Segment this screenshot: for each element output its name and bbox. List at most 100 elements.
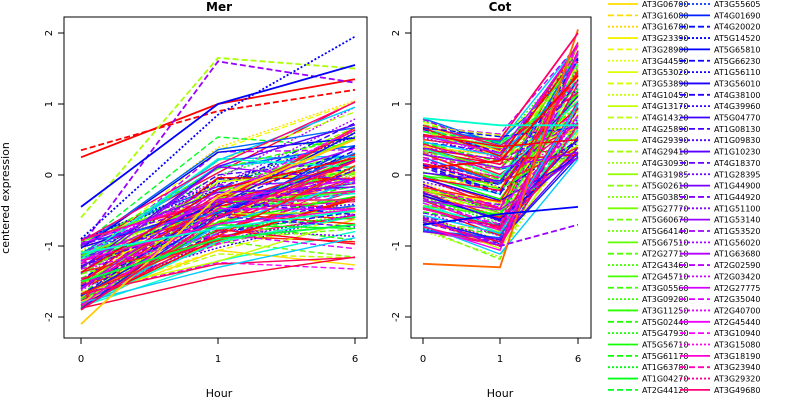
legend-label: AT3G29320	[714, 375, 760, 384]
gene-line	[80, 209, 356, 254]
x-tick-label: 1	[497, 354, 503, 365]
legend-label: AT3G23390	[642, 34, 688, 43]
gene-line	[80, 237, 356, 304]
legend-label: AT1G10230	[714, 148, 760, 157]
legend-label: AT1G63780	[642, 363, 688, 372]
y-tick-label: 0	[391, 172, 402, 178]
legend-label: AT3G49680	[714, 386, 760, 395]
legend-label: AT2G03420	[714, 272, 760, 281]
y-axis-mer: -2 -1 0 1 2	[44, 30, 65, 322]
panel-title-mer: Mer	[206, 0, 232, 14]
cot-lines	[422, 29, 579, 269]
gene-line	[422, 216, 579, 247]
gene-line	[80, 223, 356, 283]
x-axis-mer: 0 1 6	[78, 337, 358, 365]
legend-label: AT5G27770	[642, 204, 688, 213]
gene-line	[80, 101, 356, 242]
gene-line	[80, 200, 356, 247]
gene-line	[80, 178, 356, 262]
y-tick-label: 1	[391, 101, 402, 107]
legend-label: AT2G40700	[714, 306, 760, 315]
gene-line	[80, 60, 356, 247]
legend-label: AT2G02590	[714, 261, 760, 270]
gene-line	[80, 165, 356, 296]
legend-label: AT1G53520	[714, 227, 760, 236]
legend-label: AT2G44120	[642, 386, 688, 395]
legend-label: AT1G44920	[714, 193, 760, 202]
legend-label: AT1G08130	[714, 125, 760, 134]
y-tick-label: 2	[44, 30, 55, 36]
gene-line	[80, 122, 356, 275]
gene-line	[422, 43, 579, 166]
legend-label: AT1G28395	[714, 170, 760, 179]
legend-label: AT1G09830	[714, 136, 760, 145]
gene-line	[422, 72, 579, 192]
panel-title-cot: Cot	[489, 0, 512, 14]
x-axis-label-mer: Hour	[206, 387, 233, 400]
gene-line	[80, 228, 356, 275]
gene-line	[422, 104, 579, 237]
legend-label: AT5G04770	[714, 114, 760, 123]
y-axis-cot: -2 -1 0 1 2	[391, 30, 412, 322]
y-tick-label: 2	[391, 30, 402, 36]
legend-label: AT3G18190	[714, 352, 760, 361]
gene-line	[80, 118, 356, 256]
gene-line	[80, 147, 356, 289]
gene-line	[422, 93, 579, 181]
panel-cot: Cot 0 1 6 -2 -1 0 1 2 Hour	[391, 0, 592, 400]
legend-label: AT4G30930	[642, 159, 688, 168]
legend-label: AT3G09200	[642, 295, 688, 304]
gene-line	[80, 233, 356, 270]
gene-line	[422, 87, 579, 144]
gene-line	[422, 29, 579, 269]
legend-label: AT3G53890	[642, 79, 688, 88]
legend-label: AT3G15080	[714, 341, 760, 350]
gene-line	[422, 133, 579, 148]
legend-label: AT4G29410	[642, 148, 688, 157]
gene-line	[80, 169, 356, 267]
legend-label: AT4G31985	[642, 170, 688, 179]
gene-line	[422, 76, 579, 136]
legend-label: AT3G55605	[714, 0, 760, 9]
gene-line	[422, 138, 579, 222]
gene-line	[422, 206, 579, 226]
legend-label: AT4G10450	[642, 91, 688, 100]
gene-line	[422, 32, 579, 141]
legend-label: AT5G61170	[642, 352, 688, 361]
x-tick-label: 1	[215, 354, 221, 365]
legend-label: AT4G39960	[714, 102, 760, 111]
gene-line	[422, 151, 579, 169]
legend-label: AT5G66230	[714, 57, 760, 66]
legend-label: AT1G44900	[714, 182, 760, 191]
gene-line	[422, 52, 579, 252]
legend-label: AT2G27775	[714, 284, 760, 293]
gene-line	[80, 135, 356, 248]
legend-label: AT5G02440	[642, 318, 688, 327]
gene-line	[422, 45, 579, 154]
gene-line	[422, 89, 579, 227]
legend-label: AT3G53020	[642, 68, 688, 77]
gene-line	[80, 199, 356, 304]
legend-label: AT1G63680	[714, 250, 760, 259]
gene-line	[422, 124, 579, 258]
gene-line	[422, 70, 579, 203]
gene-line	[80, 208, 356, 261]
legend-label: AT4G01690	[714, 11, 760, 20]
legend-label: AT2G43460	[642, 261, 688, 270]
legend-label: AT1G51100	[714, 204, 760, 213]
gene-line	[422, 157, 579, 211]
x-axis-cot: 0 1 6	[420, 337, 581, 365]
y-tick-label: -2	[391, 312, 402, 322]
gene-line	[80, 127, 356, 248]
gene-line	[80, 181, 356, 255]
y-tick-label: -1	[391, 241, 402, 251]
y-tick-label: -2	[44, 312, 55, 322]
gene-line	[80, 166, 356, 274]
gene-line	[80, 56, 356, 219]
mer-lines	[80, 35, 356, 325]
gene-line	[80, 88, 356, 152]
legend-label: AT5G03850	[642, 193, 688, 202]
y-axis-label: centered expression	[0, 142, 12, 254]
legend-label: AT3G16780	[642, 23, 688, 32]
gene-line	[80, 152, 356, 244]
